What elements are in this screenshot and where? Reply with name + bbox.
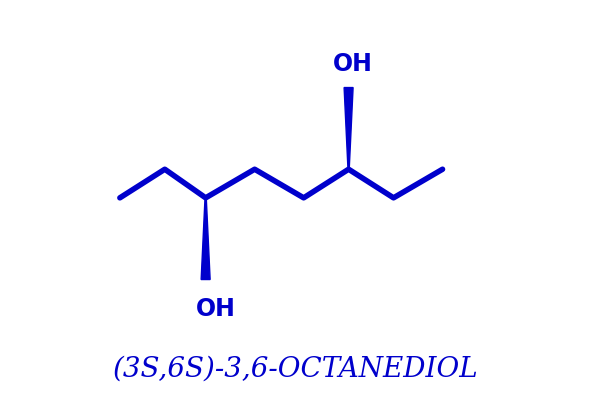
Text: (3S,6S)-3,6-OCTANEDIOL: (3S,6S)-3,6-OCTANEDIOL bbox=[113, 355, 478, 382]
Polygon shape bbox=[344, 88, 353, 170]
Text: OH: OH bbox=[196, 296, 235, 320]
Text: OH: OH bbox=[333, 52, 372, 76]
Polygon shape bbox=[201, 198, 210, 280]
